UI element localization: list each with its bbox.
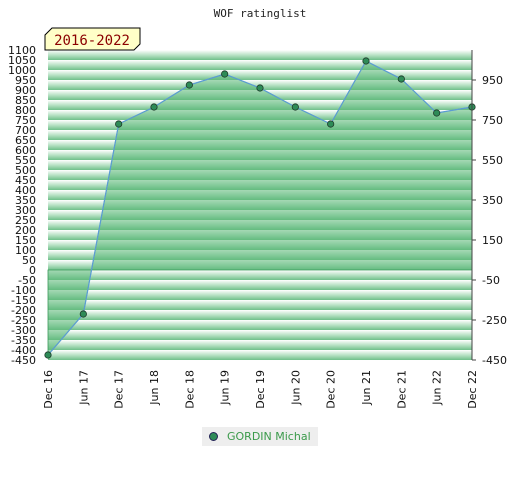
background-band <box>48 340 472 350</box>
y-right-tick-label: -450 <box>482 354 507 367</box>
y-right-tick-label: 750 <box>482 114 503 127</box>
data-point <box>150 103 158 111</box>
data-point <box>362 57 370 65</box>
y-left-tick-label: 950 <box>15 74 36 87</box>
y-left-tick-label: 450 <box>15 174 36 187</box>
y-right-tick-label: 550 <box>482 154 503 167</box>
x-tick-label: Dec 18 <box>183 370 196 409</box>
y-left-tick-label: -250 <box>11 314 36 327</box>
year-range-badge: 2016-2022 <box>44 27 141 51</box>
x-tick-label: Dec 22 <box>466 370 479 409</box>
y-right-tick-label: -250 <box>482 314 507 327</box>
y-left-tick-label: 150 <box>15 234 36 247</box>
legend: GORDIN Michal <box>202 427 318 446</box>
y-left-tick-label: 700 <box>15 124 36 137</box>
x-tick-label: Jun 21 <box>360 370 373 406</box>
y-left-tick-label: 50 <box>22 254 36 267</box>
y-left-tick-label: -350 <box>11 334 36 347</box>
y-left-tick-label: -150 <box>11 294 36 307</box>
data-point <box>221 70 229 78</box>
data-point <box>256 84 264 92</box>
data-point <box>433 109 441 117</box>
x-tick-label: Jun 20 <box>289 370 302 406</box>
x-tick-label: Dec 17 <box>113 370 126 409</box>
axes: 1100105010009509008508007507006506005505… <box>8 44 507 409</box>
background-band <box>48 270 472 280</box>
y-left-tick-label: -400 <box>11 344 36 357</box>
y-left-tick-label: 850 <box>15 94 36 107</box>
y-left-tick-label: 550 <box>15 154 36 167</box>
y-right-tick-label: 350 <box>482 194 503 207</box>
background-band <box>48 280 472 290</box>
y-left-tick-label: 800 <box>15 104 36 117</box>
y-left-tick-label: 250 <box>15 214 36 227</box>
y-left-tick-label: 1100 <box>8 44 36 57</box>
y-left-tick-label: 300 <box>15 204 36 217</box>
x-tick-label: Dec 20 <box>325 370 338 409</box>
y-left-tick-label: 400 <box>15 184 36 197</box>
background-band <box>48 70 472 80</box>
y-left-tick-label: 1050 <box>8 54 36 67</box>
y-left-tick-label: -300 <box>11 324 36 337</box>
y-left-tick-label: 750 <box>15 114 36 127</box>
y-left-tick-label: 650 <box>15 134 36 147</box>
y-left-tick-label: 350 <box>15 194 36 207</box>
background-band <box>48 330 472 340</box>
x-tick-label: Jun 17 <box>77 370 90 406</box>
data-point <box>44 351 52 359</box>
y-left-tick-label: -200 <box>11 304 36 317</box>
data-point <box>185 81 193 89</box>
x-tick-label: Jun 19 <box>219 370 232 406</box>
y-left-tick-label: -100 <box>11 284 36 297</box>
x-tick-label: Dec 16 <box>42 370 55 409</box>
data-point <box>115 120 123 128</box>
y-left-tick-label: 900 <box>15 84 36 97</box>
x-tick-label: Dec 19 <box>254 370 267 409</box>
background-band <box>48 310 472 320</box>
data-point <box>397 75 405 83</box>
background-band <box>48 290 472 300</box>
x-tick-label: Dec 21 <box>395 370 408 409</box>
background-band <box>48 60 472 70</box>
y-left-tick-label: 1000 <box>8 64 36 77</box>
legend-label: GORDIN Michal <box>227 430 311 443</box>
legend-marker-icon <box>209 432 218 441</box>
y-right-tick-label: 150 <box>482 234 503 247</box>
background-band <box>48 300 472 310</box>
y-right-tick-label: 950 <box>482 74 503 87</box>
data-point <box>291 103 299 111</box>
background-band <box>48 320 472 330</box>
y-left-tick-label: 600 <box>15 144 36 157</box>
background-band <box>48 50 472 60</box>
y-left-tick-label: 100 <box>15 244 36 257</box>
y-left-tick-label: 200 <box>15 224 36 237</box>
y-right-tick-label: -50 <box>482 274 500 287</box>
background-band <box>48 350 472 360</box>
x-tick-label: Jun 18 <box>148 370 161 406</box>
data-point <box>327 120 335 128</box>
data-point <box>79 310 87 318</box>
y-left-tick-label: 500 <box>15 164 36 177</box>
x-tick-label: Jun 22 <box>431 370 444 406</box>
year-range-text: 2016-2022 <box>54 33 130 49</box>
chart-title: WOF ratinglist <box>214 7 307 20</box>
y-left-tick-label: -50 <box>18 274 36 287</box>
y-left-tick-label: 0 <box>29 264 36 277</box>
plot-area <box>44 50 476 360</box>
y-left-tick-label: -450 <box>11 354 36 367</box>
